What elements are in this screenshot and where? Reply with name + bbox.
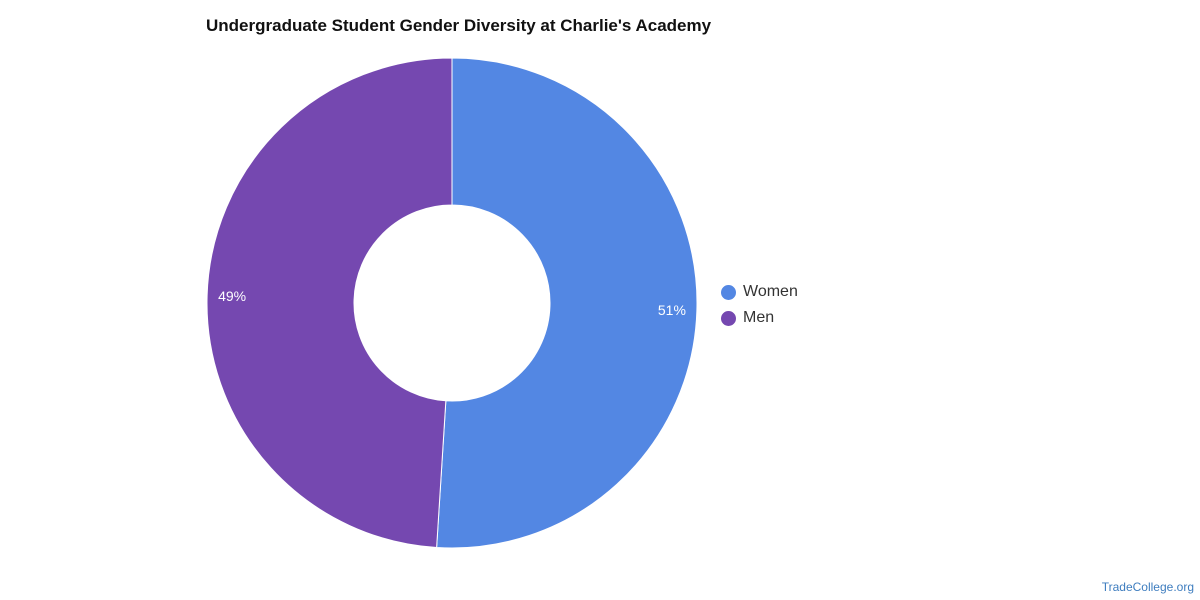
legend-label-women: Women — [743, 283, 798, 300]
legend-label-men: Men — [743, 309, 775, 326]
legend-swatch-women — [721, 284, 736, 300]
slice-women[interactable] — [436, 57, 698, 549]
legend-item-men[interactable]: Men — [721, 305, 798, 331]
legend: Women Men — [721, 279, 798, 331]
slice-label-women: 51% — [658, 302, 686, 318]
chart-title: Undergraduate Student Gender Diversity a… — [206, 16, 712, 35]
legend-swatch-men — [721, 310, 736, 326]
legend-item-women[interactable]: Women — [721, 279, 798, 305]
source-link[interactable]: TradeCollege.org — [1101, 580, 1194, 594]
slice-men[interactable] — [206, 57, 453, 549]
slice-label-men: 49% — [218, 288, 246, 304]
